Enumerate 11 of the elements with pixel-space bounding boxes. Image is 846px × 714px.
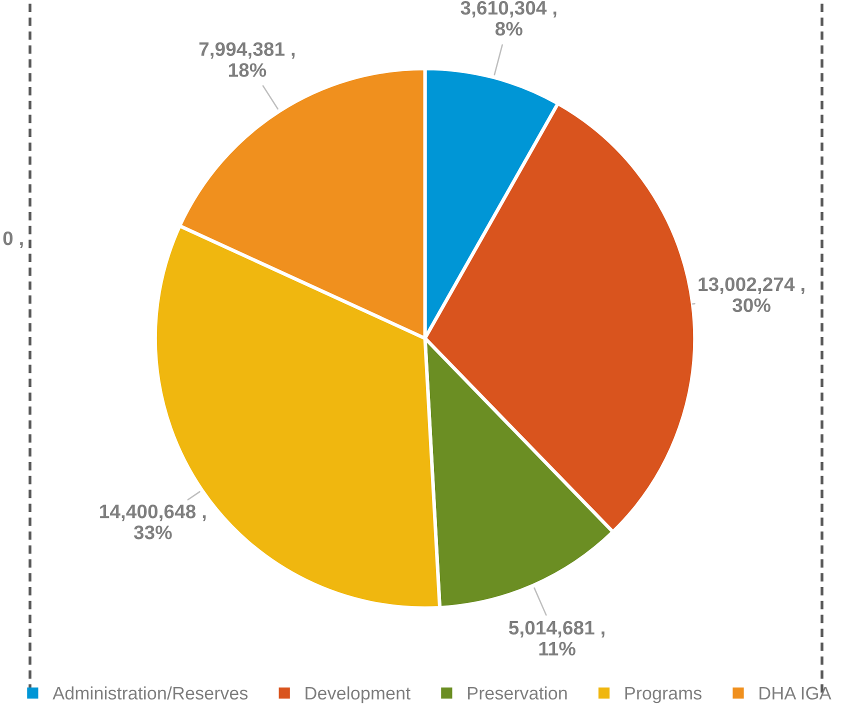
legend-label: Preservation xyxy=(468,686,567,700)
legend-label: Administration/Reserves xyxy=(52,686,248,700)
data-label: 14,400,648 , 33% xyxy=(100,504,206,540)
data-label: 5,014,681 , 11% xyxy=(508,620,604,656)
text: 0 , xyxy=(3,231,23,248)
data-label: 7,994,381 , 18% xyxy=(199,42,295,77)
data-label: 13,002,274 , 30% xyxy=(698,277,804,312)
data-label: 3,610,304 , 8% xyxy=(460,0,556,36)
legend-label: Programs xyxy=(625,687,702,704)
legend-label: Development xyxy=(306,686,410,704)
legend-label: DHA IGA xyxy=(760,686,832,700)
